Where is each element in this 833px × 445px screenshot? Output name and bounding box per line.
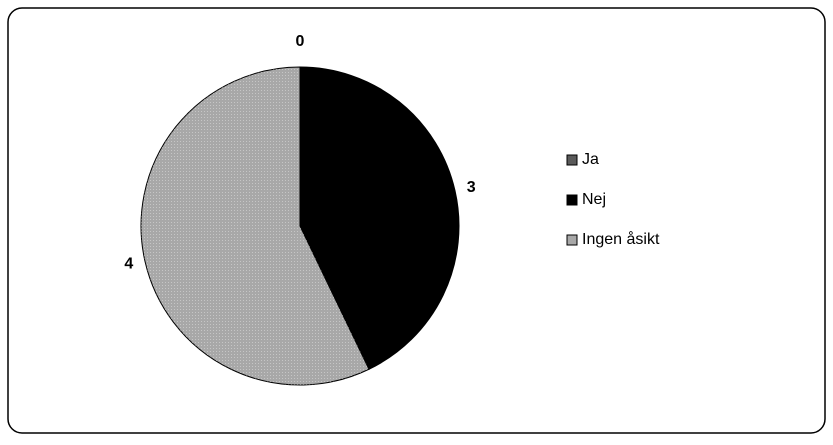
data-label: 4 [124,255,133,272]
legend-swatch [566,194,578,206]
data-label: 3 [467,179,476,196]
data-label: 0 [296,33,305,50]
legend-label: Nej [582,191,606,208]
legend: Ja Nej Ingen åsikt [566,151,660,248]
legend-label: Ingen åsikt [582,230,660,248]
legend-swatch [566,234,578,246]
legend-label: Ja [582,151,599,168]
legend-swatch [566,154,578,166]
